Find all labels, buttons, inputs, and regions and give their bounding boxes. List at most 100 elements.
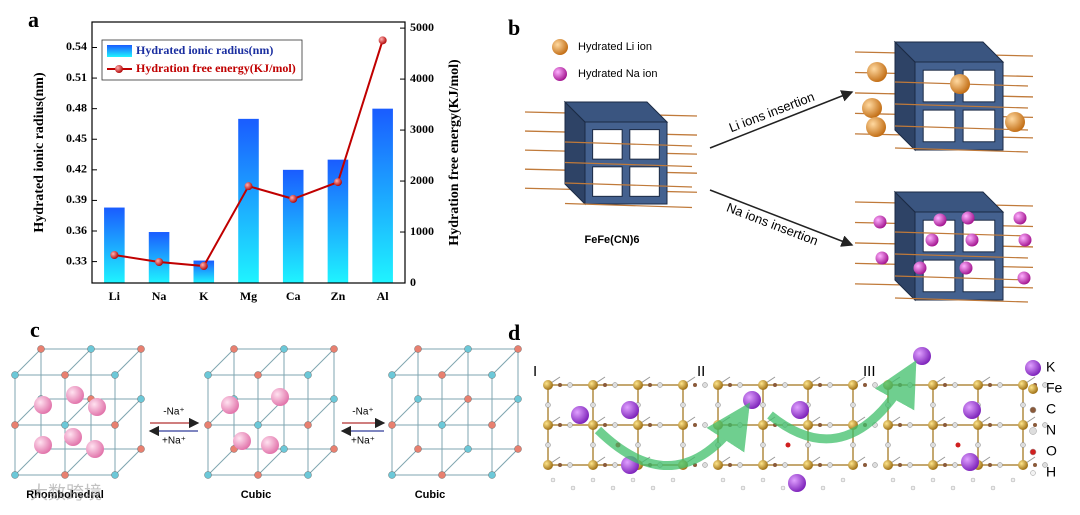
bar xyxy=(372,108,393,283)
lattice-node xyxy=(330,395,338,403)
h-atom xyxy=(930,477,936,483)
arrow-label: Na ions insertion xyxy=(724,200,820,249)
n-atom xyxy=(635,442,641,448)
c-atom xyxy=(693,383,697,387)
marker xyxy=(244,182,253,191)
n-atom xyxy=(885,442,891,448)
lattice-node xyxy=(111,371,119,379)
lattice-edge xyxy=(491,448,519,476)
atom xyxy=(875,251,889,265)
lattice-edge xyxy=(491,348,519,376)
lattice-edge xyxy=(441,398,469,426)
legend-atom xyxy=(552,39,568,55)
n-atom xyxy=(827,382,833,388)
fe-atom xyxy=(633,420,643,430)
h-atom xyxy=(610,485,616,491)
bar xyxy=(238,118,259,283)
n-atom xyxy=(930,442,936,448)
y-tick-label: 0.54 xyxy=(66,39,87,53)
lattice-node xyxy=(61,371,69,379)
cube-window xyxy=(962,109,996,143)
h-atom xyxy=(670,477,676,483)
x-tick-label: Ca xyxy=(286,289,301,303)
lattice-node xyxy=(204,371,212,379)
compound-label: FeFe(CN)6 xyxy=(584,234,639,246)
n-atom xyxy=(850,402,856,408)
c-atom xyxy=(943,383,947,387)
bar xyxy=(104,207,125,283)
lattice-node xyxy=(204,421,212,429)
x-tick-label: Na xyxy=(152,289,167,303)
legend-label: Hydrated Na ion xyxy=(578,68,658,80)
legend-atom xyxy=(1028,384,1038,394)
fe-atom xyxy=(803,380,813,390)
lattice-line xyxy=(894,147,1029,153)
y-tick-label: 0.36 xyxy=(66,223,87,237)
atom xyxy=(867,62,887,82)
arrow xyxy=(709,189,854,247)
fe-atom xyxy=(588,420,598,430)
lattice-edge xyxy=(64,448,92,476)
c-atom xyxy=(898,463,902,467)
h-atom xyxy=(630,477,636,483)
atom xyxy=(959,261,973,275)
lattice-node xyxy=(11,371,19,379)
atom xyxy=(1018,233,1032,247)
lattice-line xyxy=(894,275,1029,281)
x-tick-label: Al xyxy=(377,289,390,303)
n-atom xyxy=(930,402,936,408)
lattice-edge xyxy=(257,348,285,376)
n-atom xyxy=(545,402,551,408)
lattice-edge xyxy=(207,448,235,476)
c-atom xyxy=(898,423,902,427)
h-atom xyxy=(550,477,556,483)
fe-atom xyxy=(543,380,553,390)
fe-atom xyxy=(713,380,723,390)
y2-tick-label: 1000 xyxy=(410,224,434,238)
fe-atom xyxy=(883,460,893,470)
n-atom xyxy=(702,462,708,468)
lattice-node xyxy=(137,395,145,403)
y2-tick-label: 3000 xyxy=(410,122,434,136)
panel-label: c xyxy=(30,317,40,342)
legend-label: O xyxy=(1046,443,1057,459)
n-atom xyxy=(612,422,618,428)
panel-label: a xyxy=(28,7,39,32)
lattice-node xyxy=(330,445,338,453)
fe-atom xyxy=(758,420,768,430)
y-tick-label: 0.45 xyxy=(66,131,87,145)
h-atom xyxy=(740,485,746,491)
n-atom xyxy=(782,382,788,388)
atom xyxy=(862,98,882,118)
legend-atom xyxy=(1029,448,1037,456)
arrow-label: +Na⁺ xyxy=(162,436,186,447)
arrow-label: -Na⁺ xyxy=(163,407,184,418)
n-atom xyxy=(805,442,811,448)
lattice-edge xyxy=(391,448,419,476)
lattice-edge xyxy=(391,398,419,426)
lattice-node xyxy=(464,445,472,453)
legend-label: K xyxy=(1046,359,1056,375)
lattice-edge xyxy=(14,348,42,376)
lattice-edge xyxy=(307,398,335,426)
lattice-node xyxy=(388,471,396,479)
lattice-node xyxy=(137,445,145,453)
lattice-edge xyxy=(14,448,42,476)
h-atom xyxy=(570,485,576,491)
cube-window xyxy=(922,259,956,293)
h-atom xyxy=(950,485,956,491)
lattice-node xyxy=(414,395,422,403)
na-ion xyxy=(34,396,52,414)
lattice-node xyxy=(388,421,396,429)
lattice-node xyxy=(254,471,262,479)
lattice-line xyxy=(894,297,1029,303)
na-ion xyxy=(261,436,279,454)
n-atom xyxy=(907,422,913,428)
c-atom xyxy=(603,423,607,427)
lattice-edge xyxy=(207,348,235,376)
marker xyxy=(110,251,119,260)
h-atom xyxy=(990,485,996,491)
lattice-line xyxy=(894,103,1029,109)
fe-atom xyxy=(883,420,893,430)
